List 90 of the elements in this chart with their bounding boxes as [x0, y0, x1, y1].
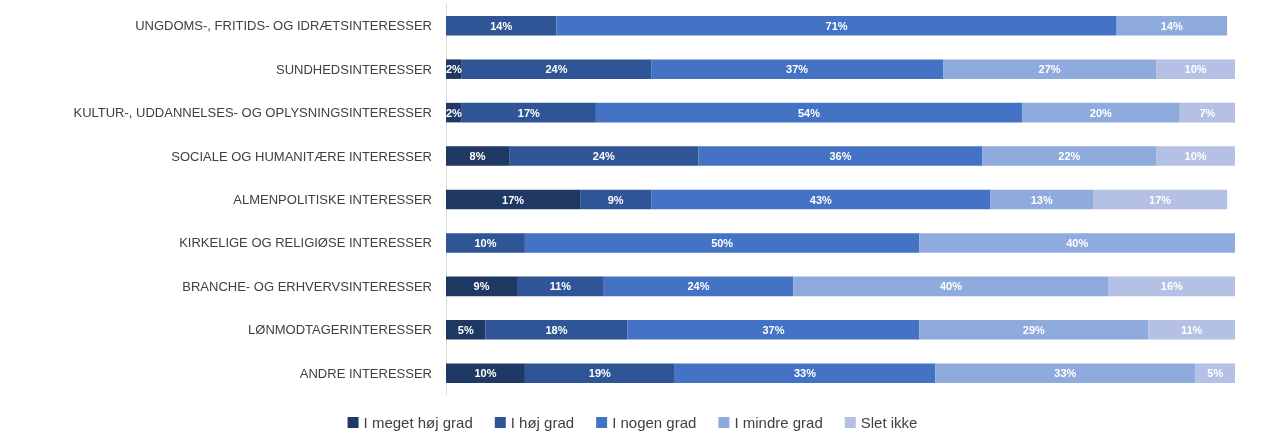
legend-label: I nogen grad	[612, 414, 697, 431]
y-tick-label: UNGDOMS-, FRITIDS- OG IDRÆTSINTERESSER	[135, 18, 432, 34]
data-label: 22%	[1058, 150, 1081, 163]
data-label: 24%	[687, 280, 710, 293]
bar	[556, 15, 1117, 36]
data-label: 13%	[1030, 193, 1053, 206]
data-label: 54%	[797, 106, 821, 119]
bar	[595, 102, 1022, 123]
data-label: 8%	[469, 150, 486, 163]
y-tick-label: SOCIALE OG HUMANITÆRE INTERESSER	[171, 148, 432, 164]
bar	[446, 233, 525, 253]
data-label: 43%	[809, 193, 832, 206]
data-label: 71%	[825, 19, 848, 32]
bar	[446, 189, 581, 210]
data-label: 17%	[1149, 193, 1172, 206]
data-label: 19%	[588, 367, 612, 380]
bar	[1156, 59, 1235, 79]
legend-label: I høj grad	[510, 414, 575, 431]
legend-label: I meget høj grad	[363, 414, 473, 431]
data-label: 40%	[939, 280, 963, 293]
data-label: 14%	[1160, 19, 1184, 32]
y-tick-label: KULTUR-, UDDANNELSES- OG OPLYSNINGSINTERESSER	[73, 105, 432, 121]
bar	[674, 363, 936, 384]
data-label: 10%	[474, 236, 497, 249]
data-label: 5%	[1207, 367, 1224, 380]
data-label: 50%	[711, 236, 734, 249]
data-label: 2%	[445, 106, 463, 119]
bar	[627, 320, 920, 340]
data-label: 40%	[1066, 236, 1089, 249]
data-label: 17%	[502, 193, 525, 206]
data-label: 33%	[1054, 367, 1077, 380]
data-label: 37%	[786, 63, 809, 76]
data-label: 14%	[490, 19, 513, 32]
bar	[990, 189, 1093, 210]
bar	[651, 189, 991, 210]
data-label: 20%	[1089, 106, 1113, 119]
bar	[485, 320, 628, 340]
bar	[517, 276, 604, 297]
bar	[919, 320, 1149, 340]
bar	[461, 59, 652, 79]
data-label: 29%	[1022, 323, 1046, 336]
bar	[935, 363, 1196, 384]
data-label: 24%	[545, 63, 568, 76]
y-tick-label: LØNMODTAGERINTERESSER	[248, 322, 432, 338]
y-tick-label: ANDRE INTERESSER	[299, 365, 432, 381]
data-label: 17%	[517, 106, 541, 119]
bar	[651, 59, 944, 79]
data-label: 24%	[592, 150, 616, 163]
y-tick-label: KIRKELIGE OG RELIGIØSE INTERESSER	[179, 235, 432, 251]
bar	[509, 146, 699, 166]
data-label: 9%	[473, 280, 490, 293]
data-label: 10%	[1184, 63, 1207, 76]
y-tick-label: SUNDHEDSINTERESSER	[275, 61, 432, 77]
bar	[793, 276, 1109, 297]
data-label: 9%	[607, 193, 624, 206]
bar	[1116, 15, 1228, 36]
bar	[524, 363, 675, 384]
bar	[1092, 189, 1228, 210]
bar	[1156, 146, 1235, 166]
bar	[1108, 276, 1235, 297]
bar	[943, 59, 1157, 79]
data-label: 37%	[762, 323, 785, 336]
legend-label: Slet ikke	[860, 414, 918, 431]
data-label: 2%	[445, 63, 463, 76]
bar	[1021, 102, 1180, 123]
data-label: 16%	[1160, 280, 1184, 293]
data-label: 33%	[793, 367, 817, 380]
y-tick-label: ALMENPOLITISKE INTERESSER	[233, 192, 432, 207]
data-label: 7%	[1199, 106, 1216, 119]
bar	[446, 276, 518, 297]
data-label: 10%	[1184, 150, 1207, 163]
data-label: 11%	[549, 280, 572, 293]
data-label: 11%	[1180, 323, 1203, 336]
data-label: 10%	[474, 367, 497, 380]
bar	[982, 146, 1157, 166]
legend-label: I mindre grad	[734, 414, 823, 431]
bar	[919, 233, 1235, 253]
y-tick-label: BRANCHE- OG ERHVERVSINTERESSER	[182, 278, 432, 294]
bar	[524, 233, 920, 253]
data-label: 18%	[545, 323, 568, 336]
bar	[446, 15, 557, 36]
bar	[1148, 320, 1235, 340]
data-label: 36%	[829, 150, 852, 163]
data-label: 27%	[1038, 63, 1061, 76]
bar	[580, 189, 652, 210]
data-label: 5%	[457, 323, 474, 336]
bar	[603, 276, 794, 297]
bar	[461, 102, 596, 123]
bar	[446, 146, 510, 166]
bar	[698, 146, 983, 166]
